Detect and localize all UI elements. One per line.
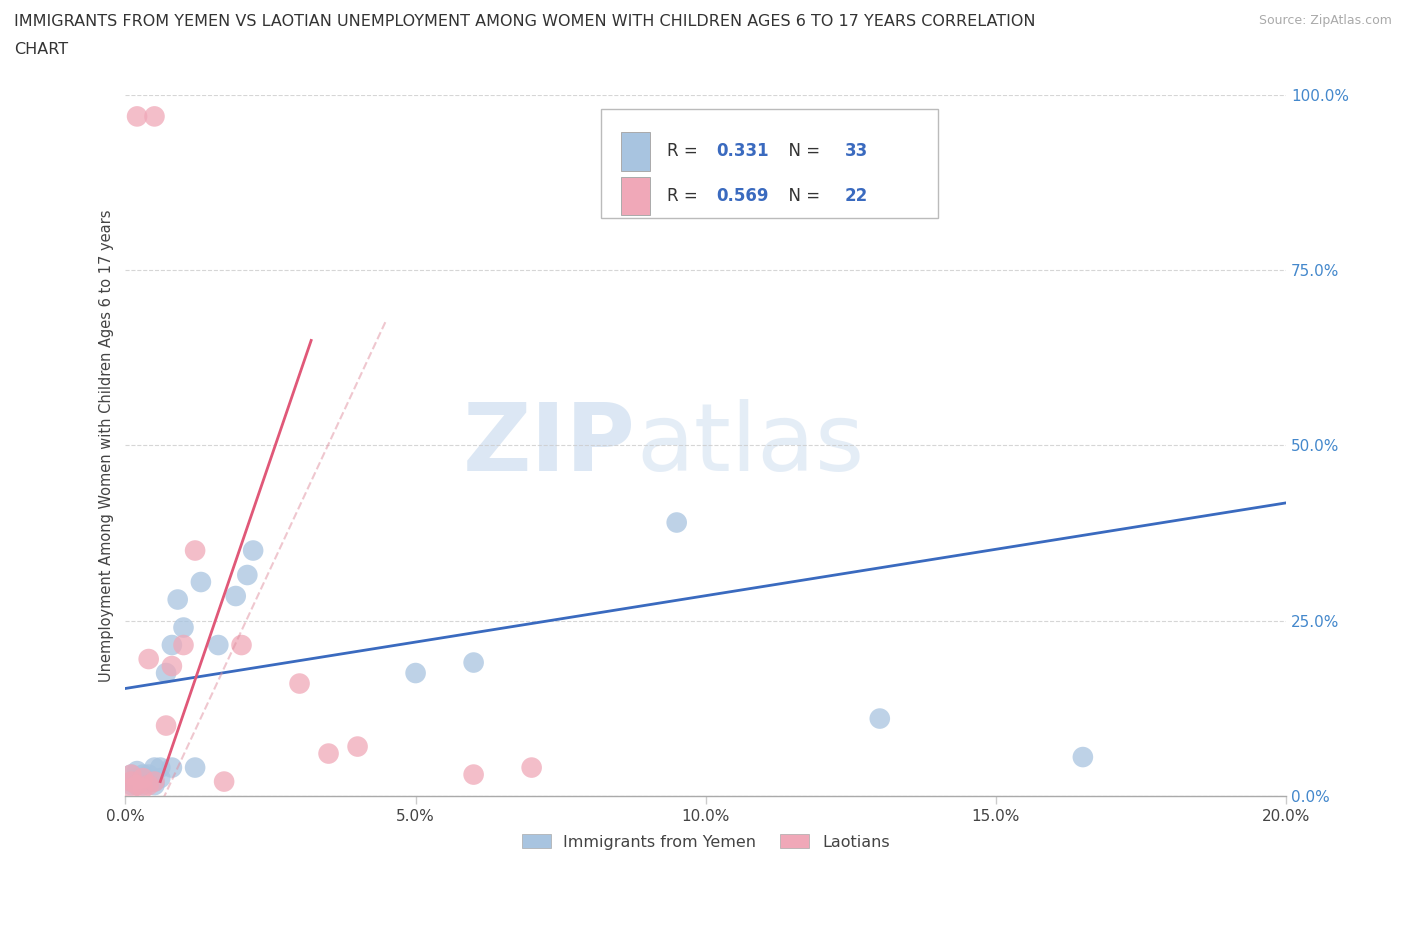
Point xyxy=(149,771,172,786)
Text: Source: ZipAtlas.com: Source: ZipAtlas.com xyxy=(1258,14,1392,27)
Point xyxy=(138,767,160,782)
Point xyxy=(173,638,195,653)
FancyBboxPatch shape xyxy=(602,110,938,218)
Point xyxy=(125,774,148,789)
Point xyxy=(132,777,155,792)
Point xyxy=(120,774,142,789)
Text: ZIP: ZIP xyxy=(463,400,636,491)
Point xyxy=(212,774,235,789)
Point xyxy=(138,652,160,667)
Point xyxy=(125,109,148,124)
Point xyxy=(143,760,166,775)
Point xyxy=(149,760,172,775)
Point xyxy=(120,781,142,796)
Point xyxy=(143,774,166,789)
Point xyxy=(120,777,142,792)
Point xyxy=(138,777,160,792)
Text: CHART: CHART xyxy=(14,42,67,57)
FancyBboxPatch shape xyxy=(621,132,650,171)
Point xyxy=(288,676,311,691)
Point xyxy=(132,781,155,796)
Point xyxy=(173,620,195,635)
Point xyxy=(125,764,148,778)
Point xyxy=(132,774,155,789)
Point xyxy=(120,767,142,782)
Point xyxy=(160,760,183,775)
Point xyxy=(155,718,177,733)
Point xyxy=(160,658,183,673)
Text: atlas: atlas xyxy=(636,400,865,491)
Point xyxy=(132,767,155,782)
Point xyxy=(125,777,148,792)
Point xyxy=(520,760,543,775)
Point xyxy=(155,666,177,681)
Point xyxy=(190,575,212,590)
Point xyxy=(665,515,688,530)
Text: R =: R = xyxy=(668,142,703,161)
Text: 0.569: 0.569 xyxy=(716,187,769,206)
Point xyxy=(143,109,166,124)
Point xyxy=(207,638,229,653)
Point xyxy=(138,774,160,789)
Point xyxy=(143,777,166,792)
Point xyxy=(225,589,247,604)
Point xyxy=(463,655,485,670)
Text: N =: N = xyxy=(778,142,825,161)
Point xyxy=(184,760,207,775)
Point xyxy=(236,567,259,582)
Point xyxy=(184,543,207,558)
Text: 22: 22 xyxy=(845,187,869,206)
FancyBboxPatch shape xyxy=(621,177,650,216)
Text: R =: R = xyxy=(668,187,703,206)
Point xyxy=(143,774,166,789)
Text: N =: N = xyxy=(778,187,825,206)
Point xyxy=(120,774,142,789)
Point xyxy=(120,767,142,782)
Text: 0.331: 0.331 xyxy=(716,142,769,161)
Point xyxy=(166,592,188,607)
Point xyxy=(125,777,148,792)
Point xyxy=(125,771,148,786)
Point xyxy=(405,666,427,681)
Point xyxy=(231,638,253,653)
Point xyxy=(869,711,891,726)
Text: IMMIGRANTS FROM YEMEN VS LAOTIAN UNEMPLOYMENT AMONG WOMEN WITH CHILDREN AGES 6 T: IMMIGRANTS FROM YEMEN VS LAOTIAN UNEMPLO… xyxy=(14,14,1036,29)
Point xyxy=(346,739,368,754)
Point xyxy=(242,543,264,558)
Point xyxy=(132,771,155,786)
Point xyxy=(463,767,485,782)
Y-axis label: Unemployment Among Women with Children Ages 6 to 17 years: Unemployment Among Women with Children A… xyxy=(100,209,114,682)
Legend: Immigrants from Yemen, Laotians: Immigrants from Yemen, Laotians xyxy=(515,826,897,857)
Point xyxy=(160,638,183,653)
Text: 33: 33 xyxy=(845,142,869,161)
Point xyxy=(318,746,340,761)
Point xyxy=(1071,750,1094,764)
